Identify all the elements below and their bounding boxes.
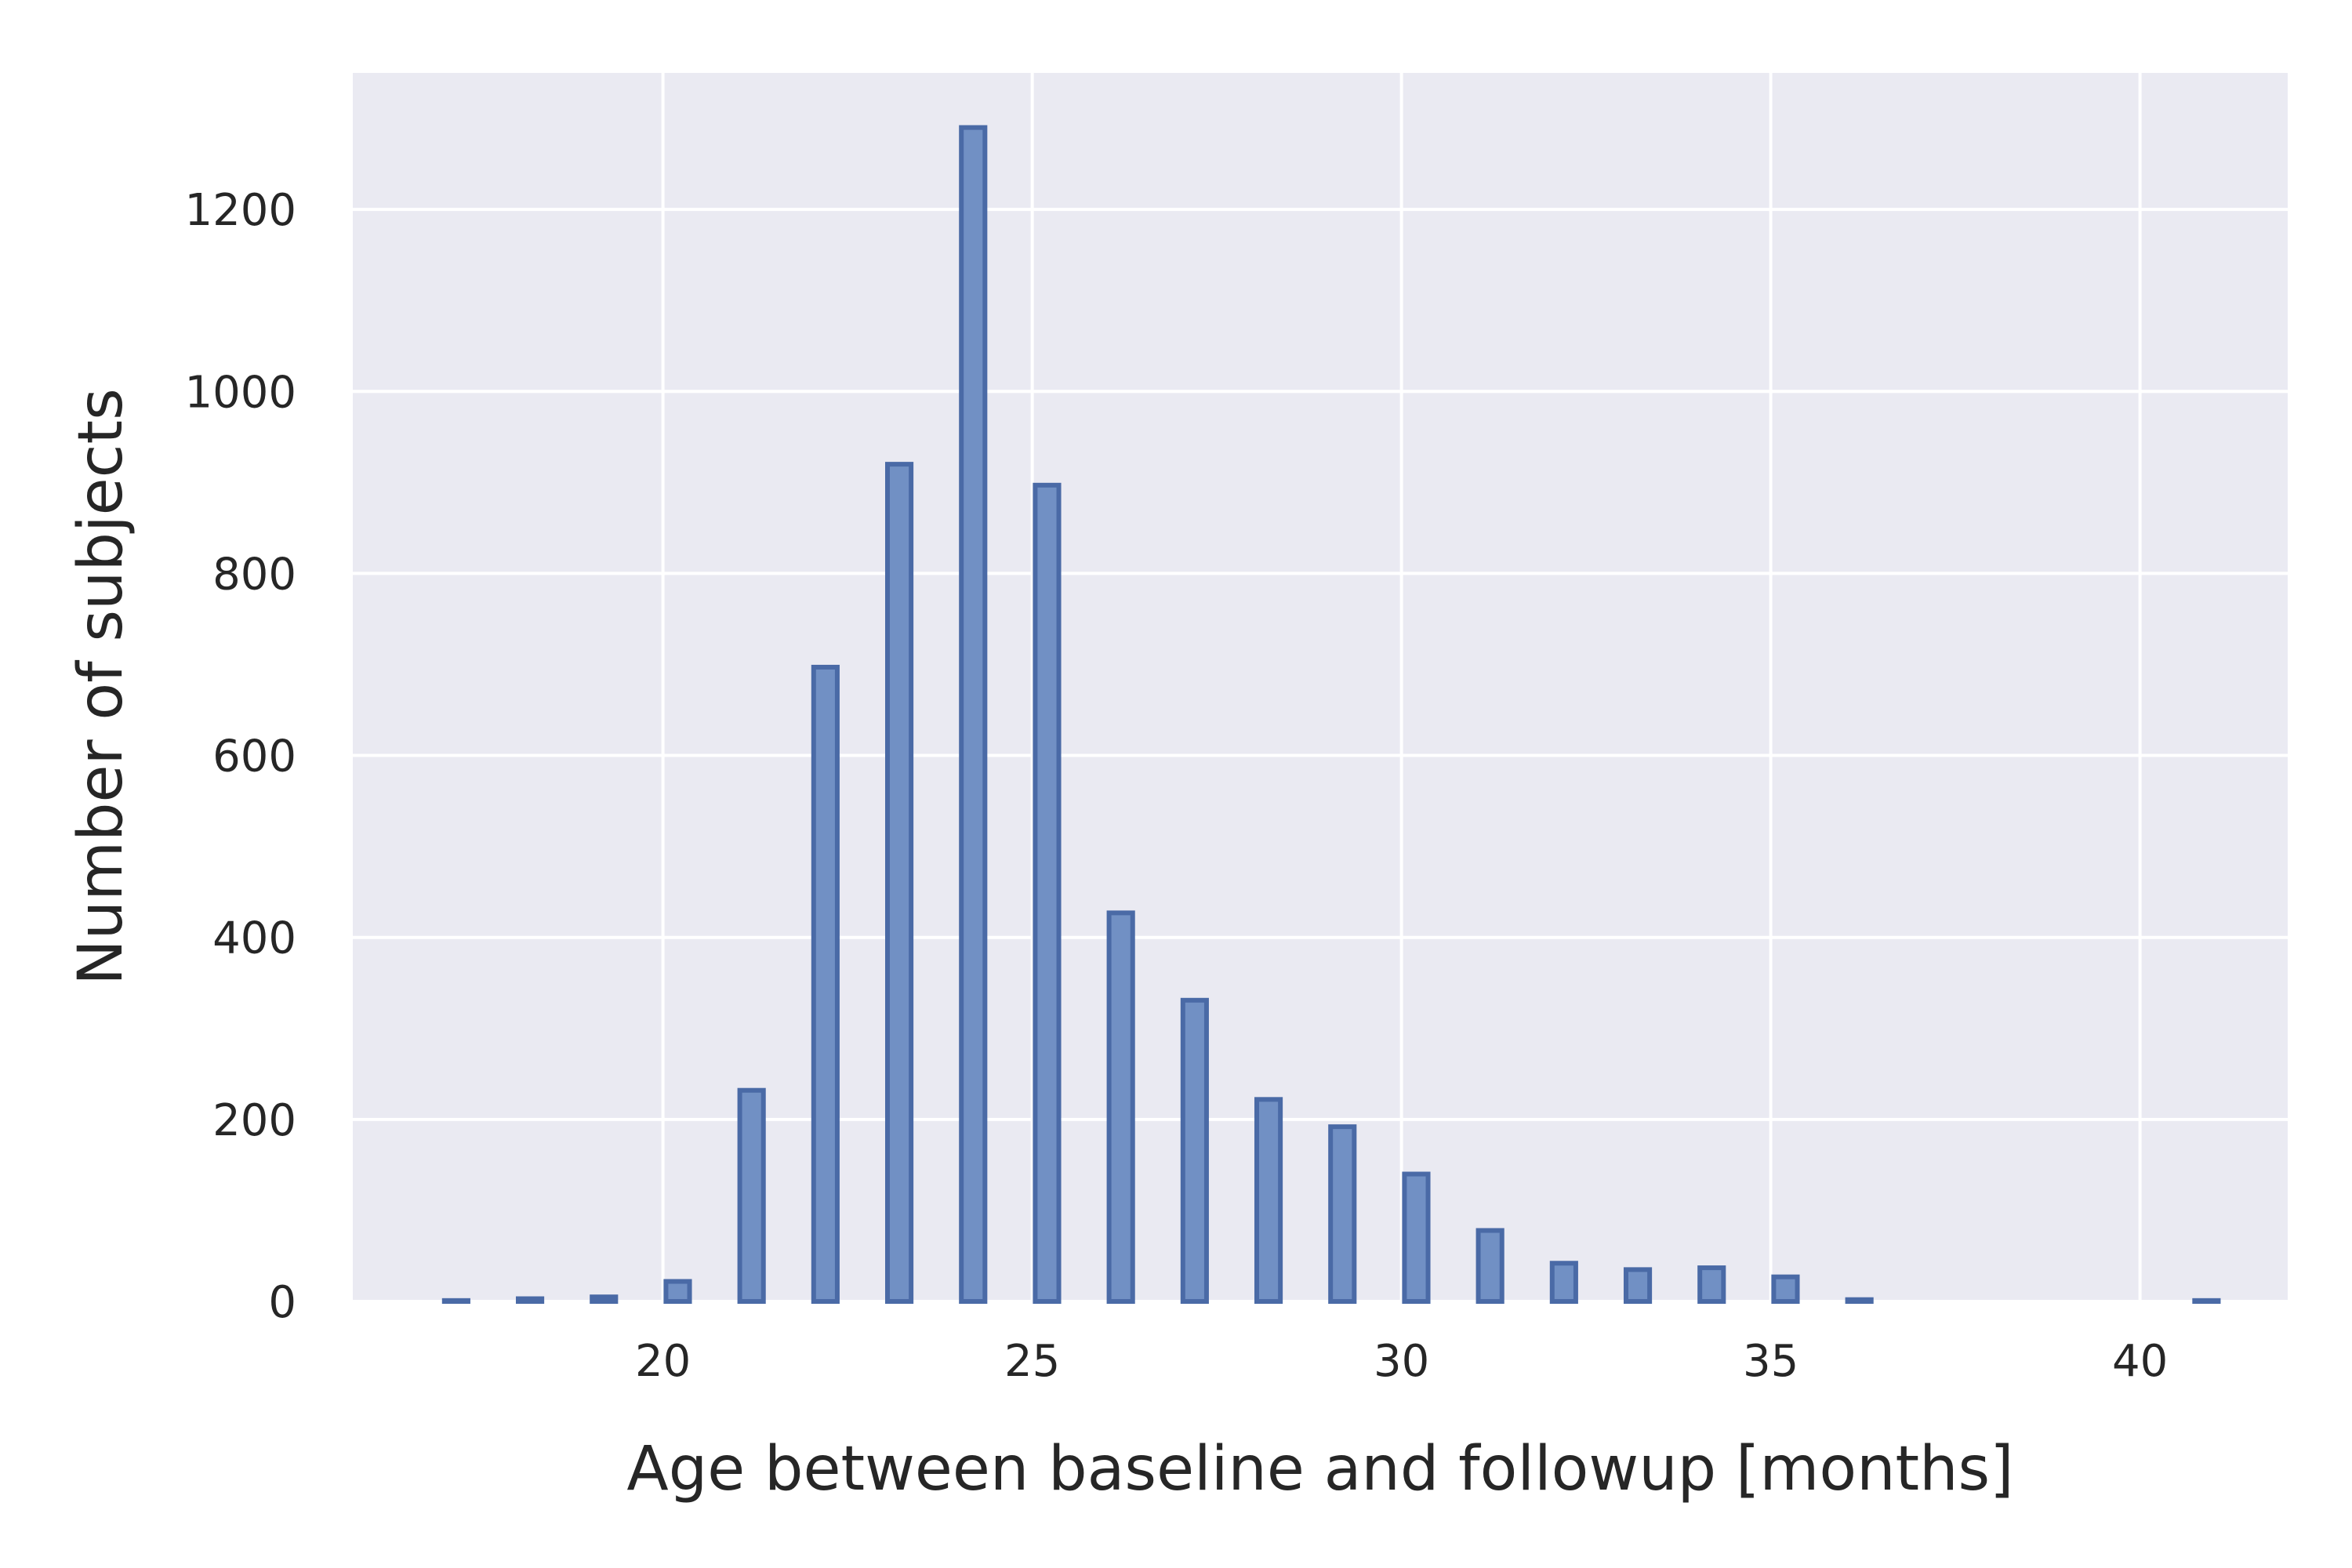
- histogram-bar: [1697, 1265, 1726, 1305]
- x-tick-labels: 20 25 30 35 40: [635, 1336, 2168, 1387]
- histogram-bar: [1402, 1171, 1431, 1305]
- plot-background: [353, 73, 2288, 1301]
- y-tick-label: 200: [212, 1095, 296, 1146]
- y-axis-label: Number of subjects: [66, 388, 136, 985]
- histogram-bar: [663, 1279, 692, 1305]
- histogram-bar: [959, 125, 988, 1305]
- histogram-bar: [516, 1296, 545, 1305]
- x-gridlines: [661, 73, 2142, 1301]
- y-tick-labels: 0 200 400 600 800 1000 1200: [184, 185, 296, 1328]
- x-tick-label: 30: [1374, 1336, 1429, 1387]
- x-tick-label: 25: [1004, 1336, 1060, 1387]
- histogram-bar: [1549, 1261, 1578, 1305]
- histogram-bar: [1180, 997, 1209, 1304]
- y-tick-label: 800: [212, 549, 296, 600]
- x-axis-label: Age between baseline and followup [month…: [626, 1434, 2013, 1504]
- histogram-bar: [737, 1087, 766, 1304]
- y-tick-label: 1000: [184, 367, 296, 418]
- histogram-bar: [1475, 1228, 1504, 1305]
- histogram-bar: [1623, 1267, 1653, 1304]
- histogram-bar: [811, 664, 840, 1304]
- histogram-bar: [1328, 1124, 1357, 1305]
- histogram-bar: [1845, 1297, 1874, 1304]
- histogram-bar: [1033, 482, 1062, 1304]
- bars: [441, 125, 2221, 1305]
- y-tick-label: 1200: [184, 185, 296, 236]
- histogram-bar: [1254, 1097, 1283, 1304]
- histogram-bar: [590, 1294, 619, 1304]
- histogram-bar: [884, 462, 914, 1304]
- x-tick-label: 40: [2112, 1336, 2168, 1387]
- y-tick-label: 0: [268, 1277, 296, 1328]
- histogram-bar: [1771, 1274, 1800, 1305]
- histogram-bar: [1106, 910, 1135, 1304]
- y-tick-label: 600: [212, 731, 296, 782]
- y-tick-label: 400: [212, 913, 296, 964]
- x-tick-label: 20: [635, 1336, 691, 1387]
- x-tick-label: 35: [1743, 1336, 1798, 1387]
